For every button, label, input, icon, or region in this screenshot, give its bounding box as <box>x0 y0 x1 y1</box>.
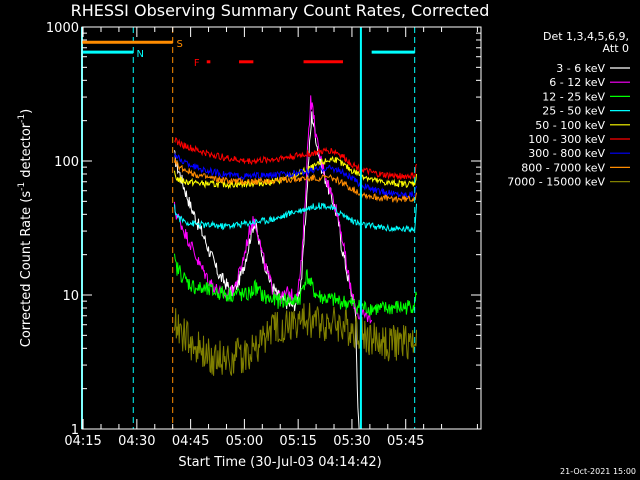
legend-label: 7000 - 15000 keV <box>507 176 605 189</box>
y-tick-label: 1000 <box>46 21 79 36</box>
y-axis-label-part: detector <box>19 122 34 182</box>
x-tick-label: 05:30 <box>333 434 370 449</box>
series-line <box>174 137 417 180</box>
plot-frame <box>81 26 482 430</box>
legend-label: 800 - 7000 keV <box>521 161 605 174</box>
x-tick-label: 04:30 <box>118 434 155 449</box>
legend-title-line: Att 0 <box>603 42 629 55</box>
series-line <box>174 302 417 376</box>
x-axis-label: Start Time (30-Jul-03 04:14:42) <box>178 455 381 470</box>
x-tick-label: 05:00 <box>226 434 263 449</box>
x-tick-label: 05:15 <box>279 434 316 449</box>
series-line <box>174 202 417 233</box>
series-line <box>174 111 360 429</box>
x-tick-label: 04:15 <box>64 434 101 449</box>
series-line <box>174 152 417 199</box>
y-tick-label: 1 <box>71 423 79 438</box>
series-line <box>174 158 417 204</box>
y-axis-label: Corrected Count Rate (s-1 detector-1) <box>17 109 34 347</box>
legend-label: 300 - 800 keV <box>528 147 605 160</box>
legend-label: 25 - 50 keV <box>542 105 605 118</box>
axes: 1 10 100 1000 04:15 04:30 04:45 05:00 05:15 05:30… <box>46 21 481 449</box>
chart-title: RHESSI Observing Summary Count Rates, Co… <box>71 1 490 20</box>
y-axis-label-exponent: -1 <box>17 114 27 123</box>
series-line <box>174 253 417 317</box>
state-bar-label: S <box>177 39 183 50</box>
state-bar-label: N <box>137 49 144 60</box>
footer-timestamp: 21-Oct-2021 15:00 <box>560 467 636 476</box>
state-bar-label: F <box>194 58 200 69</box>
legend-label: 6 - 12 keV <box>549 76 605 89</box>
y-tick-label: 10 <box>62 289 79 304</box>
y-tick-label: 100 <box>54 155 79 170</box>
legend-label: 3 - 6 keV <box>556 62 605 75</box>
legend-label: 50 - 100 keV <box>535 119 605 132</box>
x-tick-label: 04:45 <box>172 434 209 449</box>
legend-label: 100 - 300 keV <box>528 133 605 146</box>
legend-label: 12 - 25 keV <box>542 90 605 103</box>
legend-title-line: Det 1,3,4,5,6,9, <box>543 30 629 43</box>
series-layer <box>174 95 417 429</box>
series-line <box>174 95 373 325</box>
y-axis-label-exponent: -1 <box>17 182 27 191</box>
y-axis-label-part: ) <box>19 109 34 114</box>
x-tick-label: 05:45 <box>387 434 424 449</box>
y-axis-label-part: Corrected Count Rate (s <box>19 191 34 348</box>
